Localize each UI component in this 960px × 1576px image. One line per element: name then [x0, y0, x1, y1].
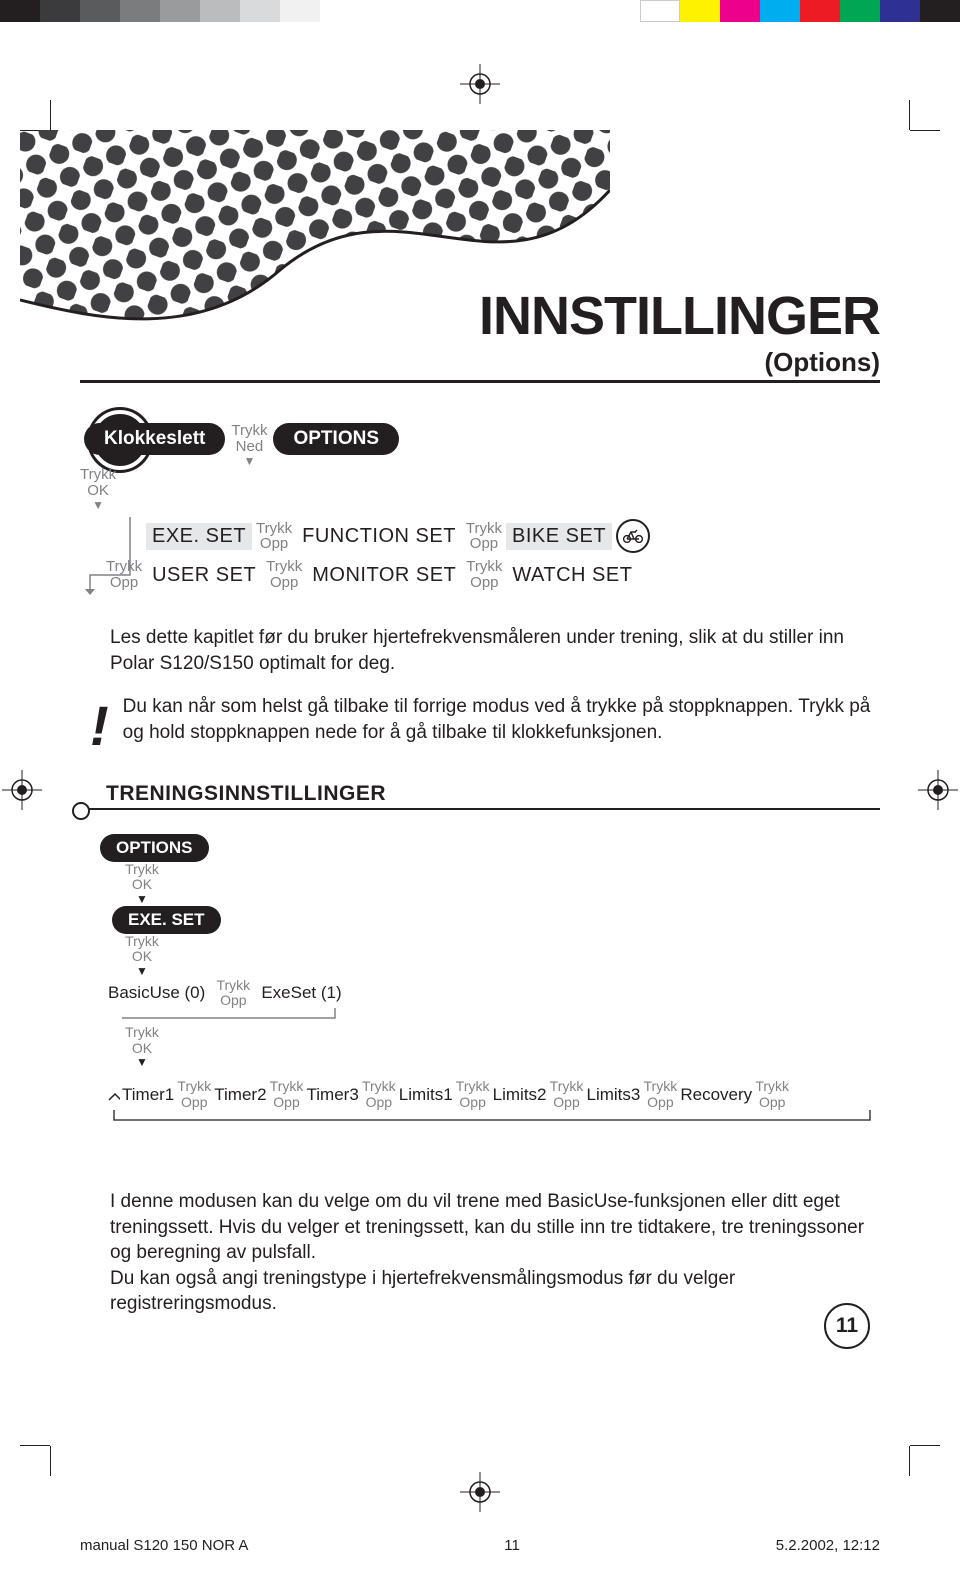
pill-exe-set-2: EXE. SET [112, 906, 221, 934]
registration-mark-bottom [460, 1472, 500, 1512]
footer-left: manual S120 150 NOR A [80, 1537, 248, 1554]
hint-trykk-ned: Trykk Ned▼ [231, 423, 267, 467]
mode-user-set: USER SET [146, 562, 262, 589]
hint-ok-4: Trykk OK▼ [112, 1025, 172, 1069]
cropmark-bl [20, 1426, 70, 1476]
limits1: Limits1 [399, 1085, 453, 1105]
body-text-2: I denne modusen kan du velge om du vil t… [110, 1163, 880, 1342]
nav-flow-diagram: Klokkeslett Trykk Ned▼ OPTIONS Trykk OK▼… [80, 423, 880, 595]
timer3: Timer3 [307, 1085, 359, 1105]
hint-opp-2: Trykk Opp [466, 521, 502, 553]
cropmark-br [890, 1426, 940, 1476]
footer-right: 5.2.2002, 12:12 [776, 1537, 880, 1554]
training-flow-diagram: OPTIONS Trykk OK▼ EXE. SET Trykk OK▼ Bas… [100, 834, 880, 1133]
timer1: Timer1 [122, 1085, 174, 1105]
note-block: ! Du kan når som helst gå tilbake til fo… [90, 694, 880, 745]
mode-function-set: FUNCTION SET [296, 523, 462, 550]
footer: manual S120 150 NOR A 11 5.2.2002, 12:12 [80, 1537, 880, 1554]
hint-ok-3: Trykk OK▼ [112, 934, 172, 978]
cropmark-tr [890, 100, 940, 150]
footer-center: 11 [504, 1537, 520, 1554]
hint-ok-2: Trykk OK▼ [112, 862, 172, 906]
pill-klokkeslett: Klokkeslett [84, 423, 225, 455]
recovery: Recovery [680, 1085, 752, 1105]
note-text: Du kan når som helst gå tilbake til forr… [123, 694, 880, 745]
hint-opp-6: Trykk Opp [211, 978, 255, 1009]
page-subtitle: (Options) [80, 347, 880, 378]
page-number: 11 [824, 1303, 870, 1349]
mode-monitor-set: MONITOR SET [306, 562, 462, 589]
registration-mark-left [2, 770, 42, 810]
intro-text: Les dette kapitlet før du bruker hjertef… [110, 625, 880, 676]
mode-bike-set: BIKE SET [506, 523, 612, 550]
limits2: Limits2 [493, 1085, 547, 1105]
mode-basicuse: BasicUse (0) [108, 983, 205, 1003]
registration-mark-right [918, 770, 958, 810]
hint-trykk-ok-1: Trykk OK▼ [80, 467, 116, 511]
timers-row: Timer1 Trykk Opp Timer2 Trykk Opp Timer3… [108, 1079, 880, 1110]
registration-mark-top [460, 64, 500, 104]
limits3: Limits3 [587, 1085, 641, 1105]
hint-opp-3: Trykk Opp [106, 559, 142, 591]
bike-icon [616, 519, 650, 553]
colorbar-left [0, 0, 320, 22]
timers-return-line [110, 1110, 880, 1128]
mode-watch-set: WATCH SET [506, 562, 638, 589]
mode-exe-set: EXE. SET [146, 523, 252, 550]
hint-opp-1: Trykk Opp [256, 521, 292, 553]
colorbar-right [640, 0, 960, 22]
title-rule [80, 380, 880, 383]
hint-opp-4: Trykk Opp [266, 559, 302, 591]
timer2: Timer2 [214, 1085, 266, 1105]
mode-exeset1: ExeSet (1) [261, 983, 341, 1003]
section-heading: TRENINGSINNSTILLINGER [80, 782, 880, 810]
hint-opp-5: Trykk Opp [466, 559, 502, 591]
exclamation-icon: ! [90, 706, 109, 745]
pill-options: OPTIONS [273, 423, 399, 455]
connector-exeset [120, 1008, 350, 1024]
page-title: INNSTILLINGER [80, 285, 880, 347]
pill-options-2: OPTIONS [100, 834, 209, 862]
